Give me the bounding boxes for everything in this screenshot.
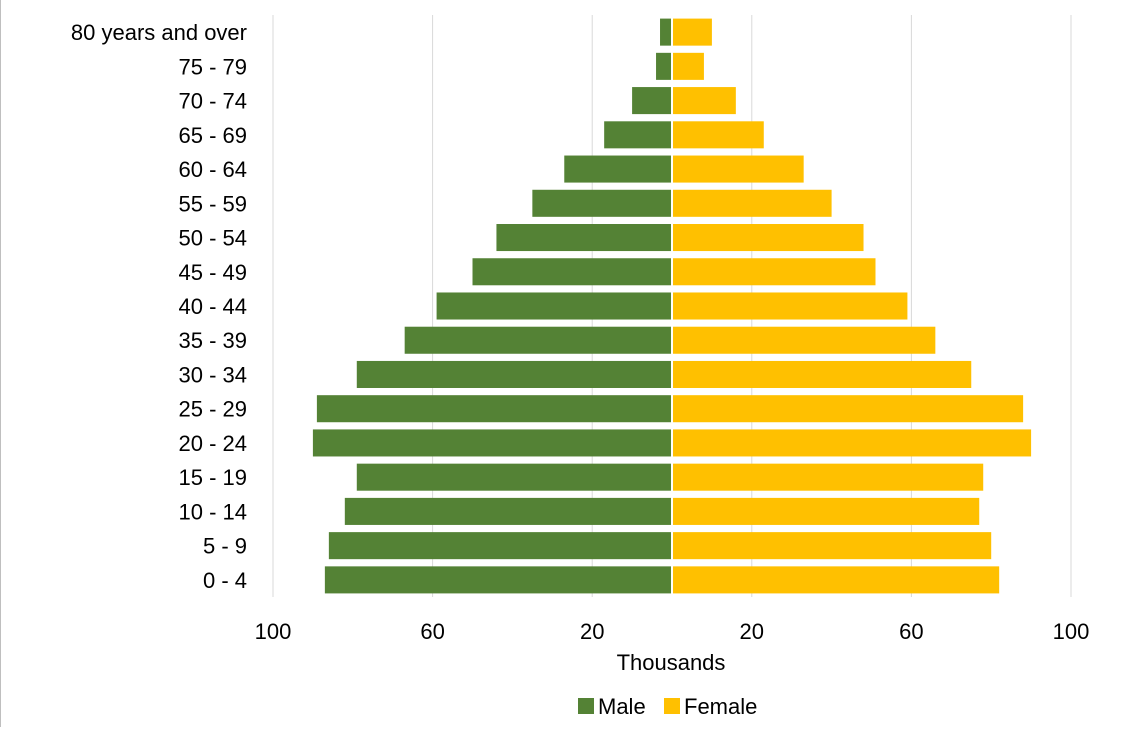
x-tick-label: 100 <box>1053 619 1090 644</box>
bar-female <box>672 18 712 46</box>
category-label: 15 - 19 <box>179 465 248 490</box>
bar-female <box>672 395 1024 423</box>
category-label: 35 - 39 <box>179 328 248 353</box>
bar-female <box>672 292 908 320</box>
bar-male <box>472 258 672 286</box>
bar-male <box>356 360 672 388</box>
category-label: 75 - 79 <box>179 54 248 79</box>
category-label: 80 years and over <box>71 20 247 45</box>
bar-female <box>672 463 984 491</box>
bar-male <box>328 532 672 560</box>
bar-male <box>436 292 672 320</box>
bar-female <box>672 189 832 217</box>
bar-female <box>672 258 876 286</box>
bar-female <box>672 121 764 149</box>
category-label: 0 - 4 <box>203 568 247 593</box>
category-label: 10 - 14 <box>179 499 248 524</box>
bar-male <box>604 121 672 149</box>
bar-male <box>532 189 672 217</box>
bar-male <box>632 87 672 115</box>
category-label: 20 - 24 <box>179 431 248 456</box>
category-label: 40 - 44 <box>179 294 248 319</box>
bar-female <box>672 566 1000 594</box>
category-label: 45 - 49 <box>179 260 248 285</box>
bar-female <box>672 532 992 560</box>
bar-male <box>324 566 672 594</box>
x-tick-label: 20 <box>580 619 604 644</box>
legend-swatch-female <box>664 698 680 714</box>
bar-female <box>672 87 736 115</box>
x-tick-label: 60 <box>420 619 444 644</box>
category-label: 55 - 59 <box>179 191 248 216</box>
bar-male <box>656 52 672 80</box>
bar-female <box>672 360 972 388</box>
category-label: 70 - 74 <box>179 89 248 114</box>
bar-female <box>672 52 704 80</box>
category-label: 50 - 54 <box>179 226 248 251</box>
bar-male <box>344 497 672 525</box>
bar-male <box>312 429 672 457</box>
bar-female <box>672 326 936 354</box>
bar-female <box>672 224 864 252</box>
bar-male <box>316 395 672 423</box>
bar-male <box>660 18 672 46</box>
x-tick-label: 60 <box>899 619 923 644</box>
x-tick-label: 20 <box>740 619 764 644</box>
bars <box>312 18 1032 594</box>
category-label: 60 - 64 <box>179 157 248 182</box>
x-tick-label: 100 <box>255 619 292 644</box>
labels: 100 60 20 20 60 100 0 - 4 5 - 9 10 - 14 15 - 19 20… <box>71 20 1089 644</box>
category-label: 25 - 29 <box>179 397 248 422</box>
bar-male <box>404 326 672 354</box>
bar-female <box>672 429 1032 457</box>
bar-male <box>496 224 672 252</box>
category-label: 5 - 9 <box>203 534 247 559</box>
bar-male <box>356 463 672 491</box>
x-axis-title: Thousands <box>617 650 726 675</box>
category-label: 65 - 69 <box>179 123 248 148</box>
bar-male <box>564 155 672 183</box>
bar-female <box>672 497 980 525</box>
bar-female <box>672 155 804 183</box>
legend: Male Female <box>578 694 757 719</box>
category-label: 30 - 34 <box>179 362 248 387</box>
legend-label-male: Male <box>598 694 646 719</box>
legend-label-female: Female <box>684 694 757 719</box>
legend-swatch-male <box>578 698 594 714</box>
